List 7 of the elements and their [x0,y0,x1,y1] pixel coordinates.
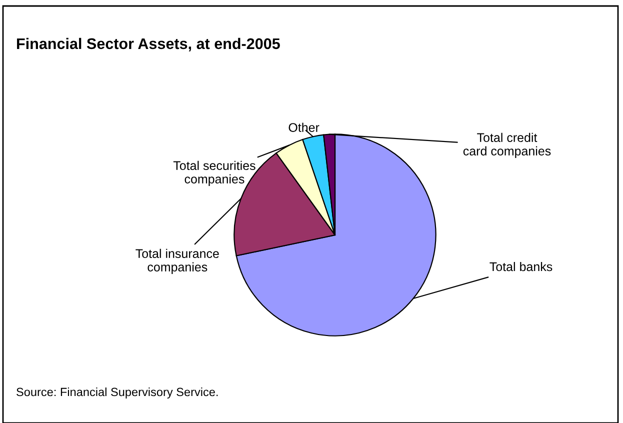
slice-label: Total insurance companies [136,248,219,274]
slice-label: Total securities companies [173,160,256,186]
chart-title: Financial Sector Assets, at end-2005 [17,38,280,52]
slice-label: Total credit card companies [463,132,551,158]
source-note: Source: Financial Supervisory Service. [16,387,218,399]
slice-label: Other [288,122,320,132]
slice-label: Total banks [490,262,552,272]
